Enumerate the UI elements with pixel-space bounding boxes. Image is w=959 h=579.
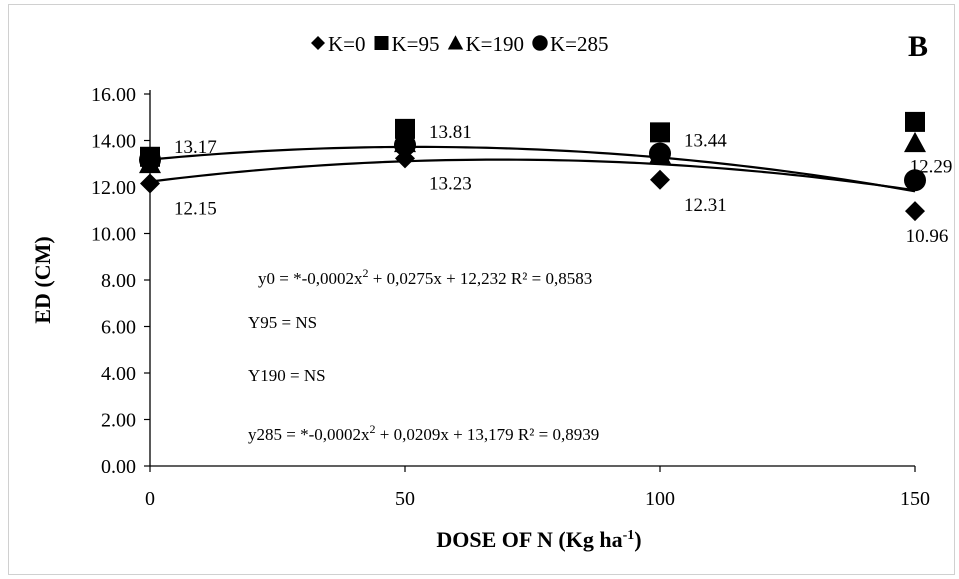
legend-marker-k285 — [532, 35, 548, 51]
x-tick-label: 0 — [145, 488, 155, 510]
panel-label: B — [908, 30, 928, 63]
legend-marker-k190 — [447, 35, 464, 50]
marker-k0 — [905, 201, 925, 222]
y-tick-label: 6.00 — [101, 317, 136, 339]
marker-k285 — [904, 169, 926, 192]
data-label: 13.81 — [429, 122, 472, 143]
data-label: 13.17 — [174, 137, 217, 158]
x-tick-labels: 0 50 100 150 — [145, 488, 930, 510]
legend-marker-k95 — [374, 36, 389, 50]
y-tick-label: 2.00 — [101, 410, 136, 432]
x-tick-label: 50 — [395, 488, 415, 510]
legend-label: K=95 — [392, 32, 440, 56]
marker-k0 — [650, 169, 670, 190]
y-tick-labels: 0.00 2.00 4.00 6.00 8.00 10.00 12.00 14.00 16.00 — [91, 84, 136, 478]
y-tick-label: 10.00 — [91, 224, 136, 246]
marker-k95 — [395, 118, 415, 139]
data-markers — [139, 111, 926, 222]
equation-k95: Y95 = NS — [248, 313, 317, 332]
trendline-k285 — [149, 145, 916, 193]
data-label: 12.29 — [910, 156, 953, 177]
marker-k285 — [649, 142, 671, 165]
legend-label: K=190 — [466, 32, 525, 56]
equation-k285: y285 = *-0,0002x2 + 0,0209x + 13,179 R² … — [248, 422, 599, 444]
data-label: 10.96 — [906, 226, 949, 247]
legend: K=0 K=95 K=190 K=285 — [311, 32, 609, 56]
x-tick-label: 150 — [900, 488, 930, 510]
data-label: 12.31 — [684, 195, 727, 216]
trendline-k0 — [149, 158, 916, 192]
y-tick-label: 8.00 — [101, 270, 136, 292]
equation-k0: y0 = *-0,0002x2 + 0,0275x + 12,232 R² = … — [258, 266, 592, 288]
legend-label: K=0 — [328, 32, 366, 56]
y-tick-label: 14.00 — [91, 131, 136, 153]
trendlines — [149, 145, 916, 193]
marker-k95 — [650, 122, 670, 143]
y-axis-title: ED (CM) — [30, 236, 55, 323]
marker-k190 — [904, 131, 926, 153]
equation-k190: Y190 = NS — [248, 366, 326, 385]
legend-label: K=285 — [550, 32, 609, 56]
data-label: 13.23 — [429, 173, 472, 194]
marker-k285 — [139, 148, 161, 171]
marker-k95 — [905, 111, 925, 132]
y-tick-label: 0.00 — [101, 456, 136, 478]
legend-marker-k0 — [311, 36, 325, 50]
y-tick-label: 12.00 — [91, 177, 136, 199]
marker-k0 — [140, 173, 160, 194]
data-label: 13.44 — [684, 131, 727, 152]
x-tick-label: 100 — [645, 488, 675, 510]
chart-frame — [8, 4, 955, 575]
y-tick-label: 4.00 — [101, 363, 136, 385]
marker-k285 — [394, 133, 416, 156]
data-label: 12.15 — [174, 199, 217, 220]
y-tick-label: 16.00 — [91, 84, 136, 106]
data-labels: 13.17 13.81 13.44 12.29 12.15 13.23 12.31 10.96 — [174, 122, 952, 247]
x-axis-title: DOSE OF N (Kg ha-1) — [436, 527, 641, 552]
